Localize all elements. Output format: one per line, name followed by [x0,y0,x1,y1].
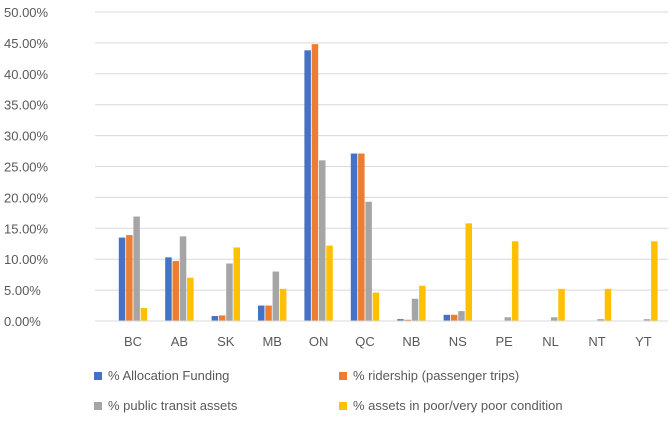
bar [504,317,512,321]
bar [465,223,472,321]
bar [358,153,365,321]
bar [118,237,126,321]
x-category-label: BC [124,334,142,349]
bar [511,241,519,321]
y-tick-label: 20.00% [4,190,49,205]
bar [604,288,612,321]
bar [551,317,558,321]
y-tick-label: 5.00% [4,283,41,298]
gridlines [95,11,668,291]
y-tick-label: 25.00% [4,160,49,175]
x-category-label: NL [542,334,559,349]
bar [397,319,404,321]
bar [126,235,133,321]
x-category-label: PE [496,334,514,349]
x-category-label: MB [262,334,282,349]
bar [258,305,265,321]
bar [211,316,219,321]
bar [643,319,651,321]
bar [133,216,140,321]
y-tick-label: 30.00% [4,129,49,144]
y-tick-label: 50.00% [4,5,49,20]
bar [272,271,280,321]
bar [419,285,426,321]
bar [179,236,187,321]
bar [651,241,658,321]
bar [172,261,179,321]
x-category-label: NS [449,334,467,349]
bar [404,319,411,321]
bar [443,314,451,321]
bar [597,319,604,321]
bar [319,160,326,321]
bar [140,308,148,321]
x-axis-category-labels: BC AB SK MB ON QC NB NS PE NL NT YT [124,334,652,349]
x-category-label: ON [309,334,329,349]
x-category-label: QC [355,334,375,349]
bar [304,50,311,321]
x-category-label: SK [217,334,235,349]
bar [458,311,465,321]
y-tick-label: 10.00% [4,252,49,267]
bar [165,257,172,321]
bar [265,305,272,321]
x-category-label: YT [635,334,652,349]
bar [233,247,240,321]
bar [372,292,380,321]
bar [411,298,419,321]
bar [326,245,333,321]
x-category-label: NT [588,334,605,349]
bars [118,44,658,322]
y-tick-label: 0.00% [4,314,41,329]
bar [226,263,233,321]
y-tick-label: 40.00% [4,67,49,82]
bar [450,314,458,321]
y-axis-tick-labels: 0.00% 5.00% 10.00% 15.00% 20.00% 25.00% 30.00%… [4,5,49,329]
y-tick-label: 15.00% [4,221,49,236]
bar [558,288,565,321]
x-category-label: NB [402,334,420,349]
bar [350,153,358,321]
bar [311,44,319,322]
bar [218,315,226,321]
y-tick-label: 35.00% [4,98,49,113]
bar [187,277,194,321]
bar [279,288,287,321]
y-tick-label: 45.00% [4,36,49,51]
x-category-label: AB [171,334,188,349]
bar [365,201,372,321]
